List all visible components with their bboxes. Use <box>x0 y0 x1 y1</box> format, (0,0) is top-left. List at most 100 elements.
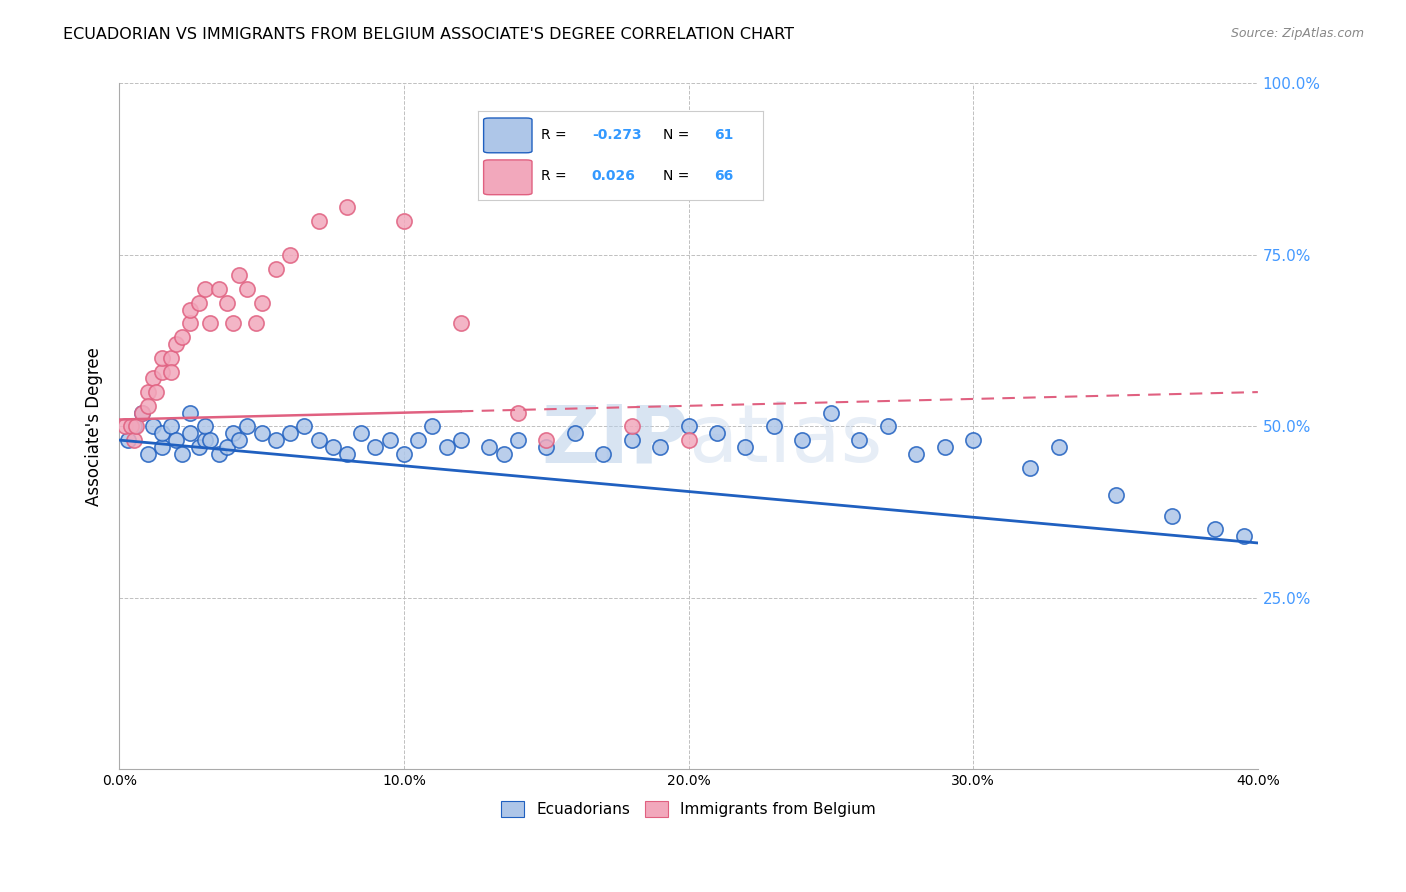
Point <box>378 433 401 447</box>
Point <box>406 433 429 447</box>
Point <box>292 419 315 434</box>
Point <box>648 440 671 454</box>
Point <box>264 433 287 447</box>
Point <box>200 433 222 447</box>
Point <box>114 419 136 434</box>
Point <box>478 440 501 454</box>
Point <box>150 426 173 441</box>
Point <box>820 406 842 420</box>
Point <box>170 330 193 344</box>
Point <box>208 282 231 296</box>
Point <box>120 419 142 434</box>
Point <box>392 213 415 227</box>
Point <box>506 433 529 447</box>
Point <box>278 248 301 262</box>
Point <box>436 440 458 454</box>
Point <box>1104 488 1126 502</box>
Point <box>336 200 359 214</box>
Point <box>364 440 387 454</box>
Point <box>934 440 956 454</box>
Point <box>1161 508 1184 523</box>
Point <box>136 385 159 400</box>
Point <box>194 282 217 296</box>
Point <box>122 433 145 447</box>
Point <box>142 419 165 434</box>
Point <box>245 317 267 331</box>
Point <box>350 426 373 441</box>
Point <box>322 440 344 454</box>
Point <box>762 419 785 434</box>
Point <box>222 317 245 331</box>
Point <box>131 406 153 420</box>
Point <box>250 296 273 310</box>
Point <box>228 268 250 283</box>
Point <box>217 440 239 454</box>
Point <box>678 433 700 447</box>
Point <box>792 433 814 447</box>
Point <box>450 433 472 447</box>
Point <box>734 440 756 454</box>
Point <box>236 282 259 296</box>
Point <box>117 433 139 447</box>
Point <box>194 419 217 434</box>
Point <box>1204 522 1226 536</box>
Point <box>228 433 250 447</box>
Text: ZIP: ZIP <box>541 401 689 479</box>
Legend: Ecuadorians, Immigrants from Belgium: Ecuadorians, Immigrants from Belgium <box>495 795 882 823</box>
Point <box>145 385 167 400</box>
Point <box>208 447 231 461</box>
Point <box>422 419 444 434</box>
Point <box>200 317 222 331</box>
Point <box>165 433 187 447</box>
Point <box>250 426 273 441</box>
Point <box>150 351 173 365</box>
Point <box>236 419 259 434</box>
Point <box>536 433 558 447</box>
Text: atlas: atlas <box>689 401 883 479</box>
Point <box>905 447 928 461</box>
Point <box>142 371 165 385</box>
Point <box>706 426 728 441</box>
Point <box>179 426 201 441</box>
Point <box>536 440 558 454</box>
Point <box>1047 440 1070 454</box>
Point <box>678 419 700 434</box>
Point <box>131 406 153 420</box>
Point <box>159 364 181 378</box>
Point <box>222 426 245 441</box>
Point <box>125 419 148 434</box>
Point <box>506 406 529 420</box>
Point <box>165 337 187 351</box>
Point <box>179 302 201 317</box>
Point <box>392 447 415 461</box>
Point <box>188 440 211 454</box>
Point <box>1019 460 1042 475</box>
Point <box>159 351 181 365</box>
Y-axis label: Associate's Degree: Associate's Degree <box>86 347 103 506</box>
Point <box>136 447 159 461</box>
Point <box>962 433 984 447</box>
Point <box>592 447 614 461</box>
Point <box>620 433 643 447</box>
Point <box>194 433 217 447</box>
Point <box>188 296 211 310</box>
Point <box>150 440 173 454</box>
Point <box>450 317 472 331</box>
Point <box>308 213 330 227</box>
Point <box>159 419 181 434</box>
Point <box>1232 529 1254 543</box>
Point <box>564 426 586 441</box>
Text: ECUADORIAN VS IMMIGRANTS FROM BELGIUM ASSOCIATE'S DEGREE CORRELATION CHART: ECUADORIAN VS IMMIGRANTS FROM BELGIUM AS… <box>63 27 794 42</box>
Point <box>848 433 870 447</box>
Point <box>336 447 359 461</box>
Point <box>150 364 173 378</box>
Point <box>217 296 239 310</box>
Point <box>122 419 145 434</box>
Point <box>179 406 201 420</box>
Point <box>278 426 301 441</box>
Point <box>136 399 159 413</box>
Point <box>308 433 330 447</box>
Point <box>170 447 193 461</box>
Point <box>620 419 643 434</box>
Point <box>876 419 898 434</box>
